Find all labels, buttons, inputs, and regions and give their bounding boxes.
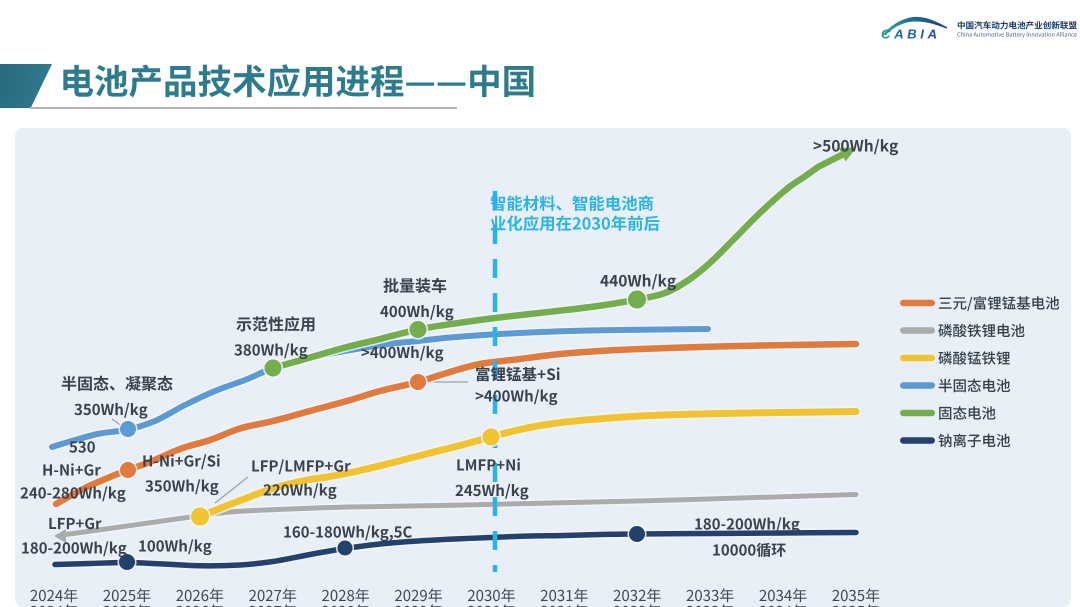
svg-text:CABIA: CABIA	[881, 27, 937, 42]
